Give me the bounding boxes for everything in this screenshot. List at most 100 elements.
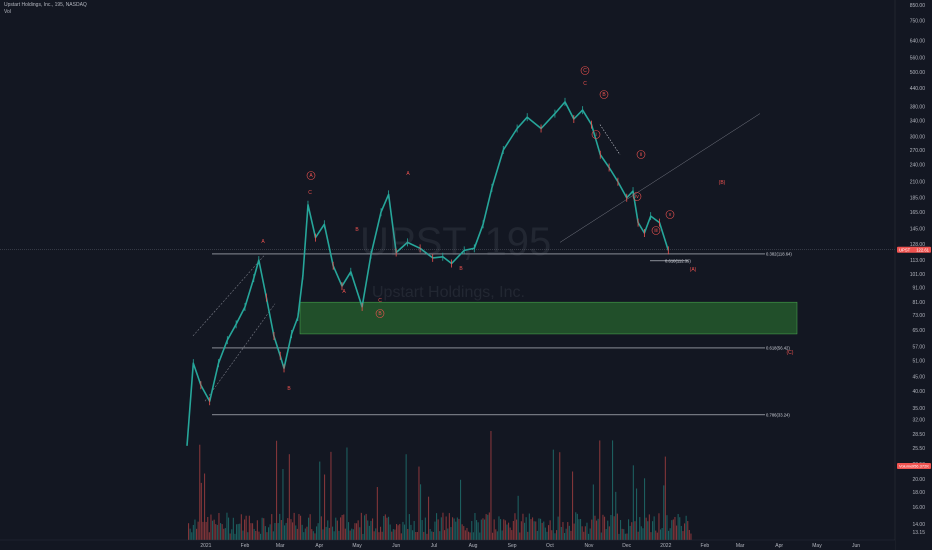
price-tick-label: 380.00 xyxy=(910,105,926,111)
volume-bar xyxy=(247,532,249,540)
volume-bar xyxy=(290,519,292,540)
volume-bar xyxy=(613,516,615,540)
time-tick-label: Mar xyxy=(736,543,745,549)
wave-label: iii xyxy=(654,228,657,234)
volume-bar xyxy=(194,519,196,540)
wave-label: A xyxy=(309,173,313,179)
volume-bar xyxy=(351,528,353,540)
volume-bar xyxy=(589,528,591,540)
volume-bar xyxy=(292,522,294,540)
wave-circle xyxy=(636,150,646,159)
volume-bar xyxy=(196,528,198,540)
volume-bar xyxy=(680,525,682,540)
volume-bar xyxy=(264,526,266,540)
volume-bar xyxy=(341,514,343,540)
support-zone-rect xyxy=(299,301,798,335)
wave-label: v xyxy=(669,212,672,218)
volume-bar xyxy=(376,487,378,540)
wave-label: B xyxy=(378,311,382,317)
volume-bar xyxy=(365,513,367,540)
price-tick-label: 270.00 xyxy=(910,148,926,154)
price-tick-label: 45.00 xyxy=(912,374,925,380)
wave-circle xyxy=(632,192,642,201)
volume-bar xyxy=(621,528,623,540)
price-axis[interactable]: 850.00 750.00 640.00 560.00 500.00 440.00 380.… xyxy=(894,0,932,550)
price-polyline xyxy=(186,101,670,446)
volume-bar xyxy=(396,524,398,540)
volume-bar xyxy=(368,525,370,540)
wave-label: C xyxy=(378,298,382,304)
volume-bar xyxy=(317,523,319,540)
volume-bar xyxy=(548,525,550,540)
volume-bar xyxy=(560,527,562,540)
volume-bar xyxy=(663,485,665,540)
volume-bar xyxy=(349,530,351,540)
volume-bar xyxy=(495,529,497,540)
volume-bar xyxy=(439,531,441,540)
volume-bar xyxy=(652,521,654,540)
volume-bar xyxy=(389,524,391,540)
volume-bar xyxy=(482,518,484,540)
wave-circle xyxy=(306,171,316,180)
volume-bar xyxy=(432,531,434,540)
volume-bar xyxy=(248,515,250,540)
volume-bar xyxy=(423,531,425,540)
time-axis[interactable]: 2021 Feb Mar Apr May Jun Jul Aug Sep Oct Nov Dec 202… xyxy=(0,539,895,550)
wave-label: ii xyxy=(640,152,642,158)
volume-bar xyxy=(520,521,522,540)
volume-bar xyxy=(231,529,233,540)
volume-bar xyxy=(511,530,513,540)
volume-bar xyxy=(610,514,612,540)
price-tick-label: 165.00 xyxy=(910,210,926,216)
volume-bar xyxy=(533,521,535,540)
volume-bar xyxy=(687,521,689,540)
volume-bar xyxy=(375,528,377,540)
price-tick-label: 35.00 xyxy=(912,406,925,412)
volume-bar xyxy=(373,531,375,540)
volume-bar xyxy=(450,527,452,540)
volume-bar xyxy=(685,515,687,540)
volume-bar xyxy=(583,531,585,540)
volume-bar xyxy=(509,527,511,540)
volume-bar xyxy=(496,531,498,540)
price-tick-label: 185.00 xyxy=(910,196,926,202)
volume-bar xyxy=(679,517,681,540)
volume-bar xyxy=(188,523,190,540)
volume-bar xyxy=(330,451,332,540)
volume-bar xyxy=(213,519,215,540)
volume-bar xyxy=(474,513,476,540)
price-tick-label: 25.50 xyxy=(912,446,925,452)
current-price-value: 122.61 xyxy=(916,247,929,252)
volume-bar xyxy=(644,478,646,540)
volume-bar xyxy=(538,518,540,540)
price-tick-label: 28.50 xyxy=(912,432,925,438)
volume-bar xyxy=(314,533,316,540)
volume-bar xyxy=(664,456,666,540)
volume-bar xyxy=(485,514,487,540)
volume-bar xyxy=(364,515,366,540)
symbol-line[interactable]: Upstart Holdings, Inc., 195, NASDAQ xyxy=(4,2,87,8)
volume-bar xyxy=(562,522,564,540)
volume-bar xyxy=(471,521,473,540)
wave-label: C xyxy=(583,68,587,74)
volume-bar xyxy=(653,516,655,540)
volume-bar xyxy=(327,520,329,540)
wave-label: B xyxy=(602,92,606,98)
indicator-label[interactable]: Vol xyxy=(4,9,11,15)
volume-bar xyxy=(362,533,364,540)
current-price-badge: UPST 122.61 xyxy=(897,246,931,253)
volume-bar xyxy=(372,518,374,540)
volume-bar xyxy=(674,516,676,540)
volume-bar xyxy=(352,529,354,540)
volume-bar xyxy=(416,532,418,540)
volume-bar xyxy=(535,521,537,540)
volume-bar xyxy=(279,513,281,540)
volume-bar xyxy=(320,516,322,540)
price-tick-label: 14.00 xyxy=(912,522,925,528)
volume-bar xyxy=(472,532,474,540)
volume-bar xyxy=(293,512,295,540)
price-tick-label: 81.00 xyxy=(912,300,925,306)
volume-bar xyxy=(343,514,345,540)
